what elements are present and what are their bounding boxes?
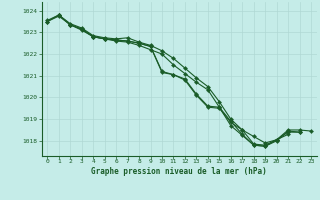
- X-axis label: Graphe pression niveau de la mer (hPa): Graphe pression niveau de la mer (hPa): [91, 167, 267, 176]
